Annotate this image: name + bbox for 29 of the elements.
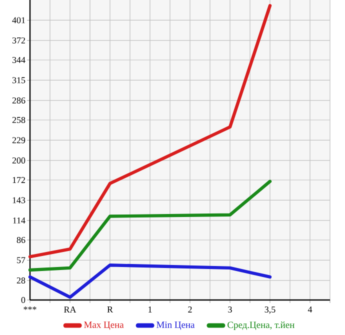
x-tick-label: R: [107, 306, 113, 312]
x-tick-label: ***: [24, 306, 36, 310]
line-series: [28, 264, 272, 299]
x-tick-label: 4: [308, 306, 312, 312]
legend-label: Сред.Цена, т.йен: [228, 322, 294, 330]
legend-label: Max Цена: [84, 322, 124, 330]
y-tick-label: 315: [12, 77, 26, 84]
y-tick-label: 143: [12, 197, 26, 204]
line-series: [28, 4, 272, 258]
line-series: [28, 180, 272, 272]
x-tick-label: 3: [228, 306, 232, 313]
y-tick-label: 200: [12, 157, 26, 164]
y-tick-label: 172: [12, 177, 25, 183]
y-tick-label: 28: [16, 277, 26, 284]
y-tick-label: 401: [12, 17, 25, 24]
x-tick-label: 3,5: [264, 306, 276, 314]
y-tick-label: 344: [12, 56, 26, 64]
y-tick-label: 258: [12, 116, 26, 124]
x-tick-label: 1: [148, 306, 152, 312]
x-tick-label: RA: [64, 306, 76, 312]
y-tick-label: 229: [12, 137, 26, 144]
x-tick-label: 2: [188, 306, 192, 312]
y-tick-label: 57: [17, 257, 26, 264]
y-tick-label: 0: [21, 296, 26, 304]
y-tick-label: 86: [16, 236, 26, 244]
y-tick-label: 114: [13, 218, 26, 224]
y-tick-label: 372: [12, 37, 25, 44]
y-tick-label: 286: [12, 97, 26, 104]
legend-label: Min Цена: [156, 322, 195, 330]
